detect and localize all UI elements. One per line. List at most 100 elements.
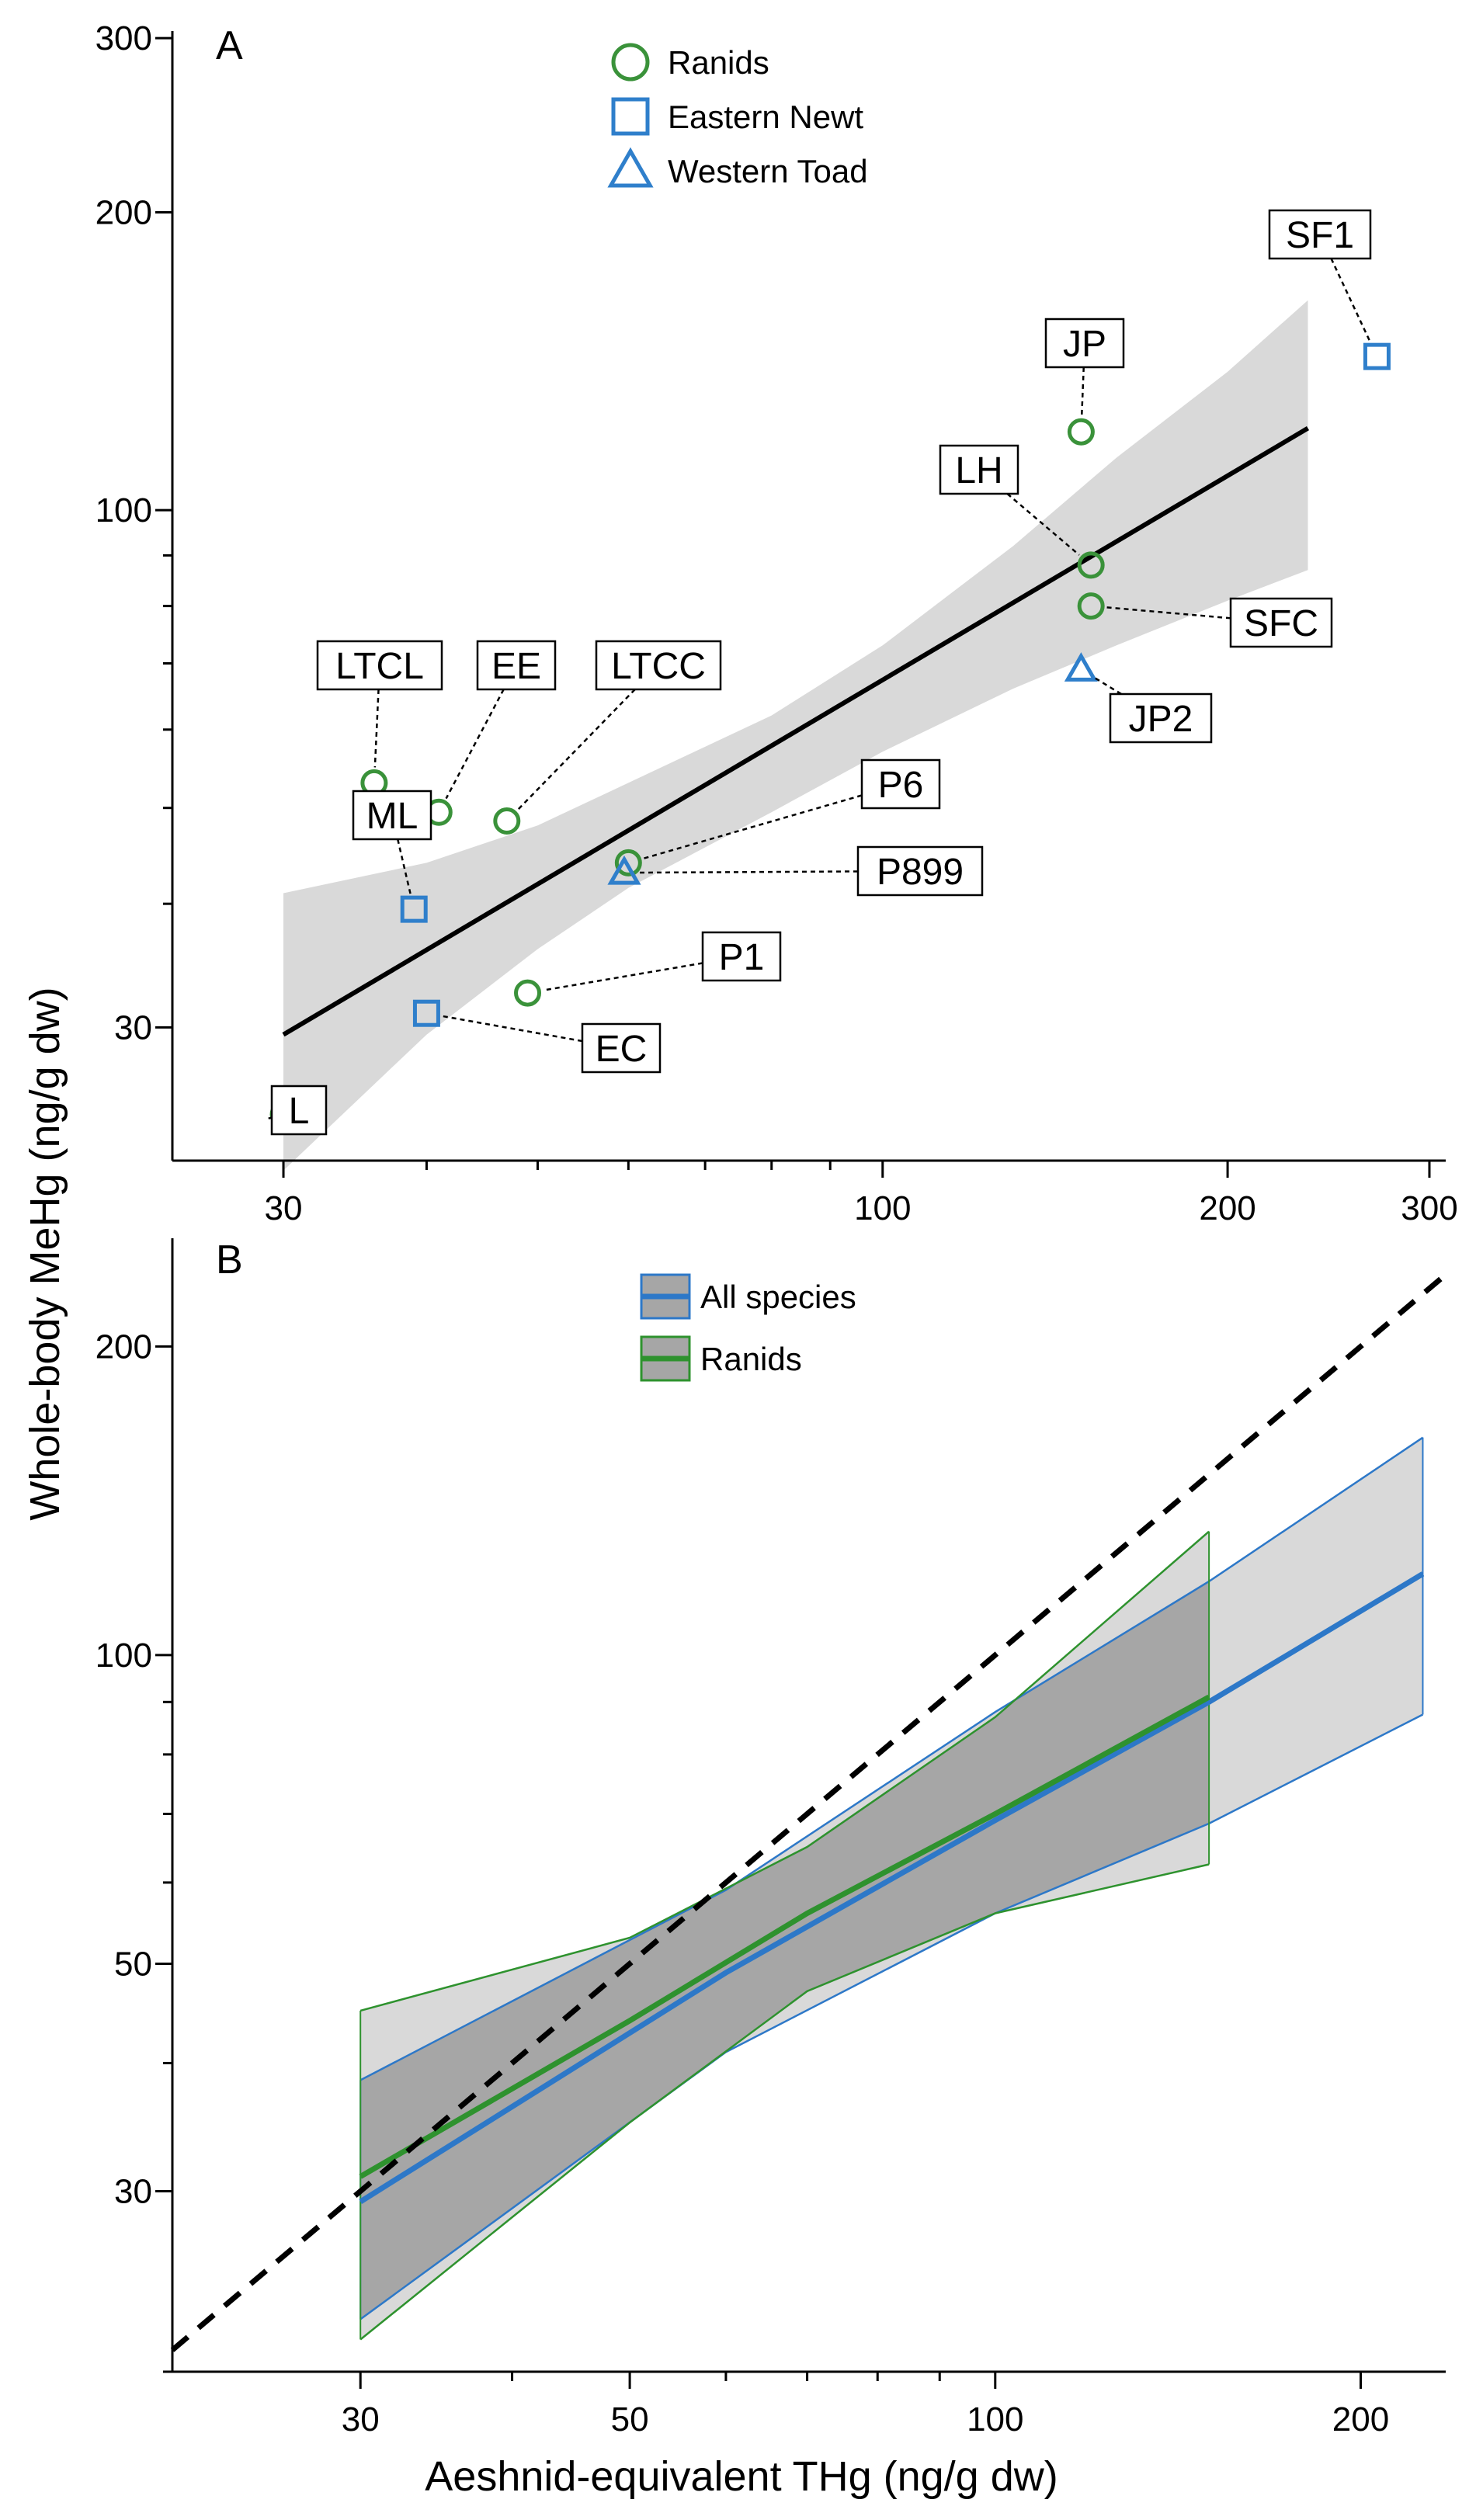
leader-line-ltcc xyxy=(516,689,636,811)
site-label-p1: P1 xyxy=(543,931,782,991)
site-label-ee: EE xyxy=(445,640,557,800)
site-label-jp: JP xyxy=(1044,318,1125,417)
leader-line-ec xyxy=(441,1015,583,1043)
data-point-sfc xyxy=(1077,592,1105,620)
site-label-sf1: SF1 xyxy=(1268,209,1372,343)
label-box-jp2 xyxy=(1109,692,1213,744)
label-text-ltcl: LTCL xyxy=(335,646,424,687)
panel-a-regression-line xyxy=(282,426,1310,1037)
panel-a-fit-line xyxy=(282,426,1310,1037)
all-species-upper-ci-line xyxy=(359,1436,1424,2081)
label-text-p899: P899 xyxy=(877,852,964,893)
site-label-ec: EC xyxy=(441,1015,662,1074)
label-text-ee: EE xyxy=(491,646,541,687)
legend-label: Western Toad xyxy=(668,153,868,189)
panel-a-x-tick-label: 100 xyxy=(854,1189,911,1227)
y-axis-title: Whole-body MeHg (ng/g dw) xyxy=(22,987,68,1520)
data-point-lh xyxy=(1077,551,1105,579)
leader-line-sfc xyxy=(1106,606,1231,620)
label-box-ltcc xyxy=(595,640,722,691)
label-box-ml xyxy=(352,790,432,841)
label-text-jp2: JP2 xyxy=(1129,699,1193,740)
leader-line-jp2 xyxy=(1093,676,1122,696)
leader-line-ltcl xyxy=(373,689,380,768)
leader-line-ml xyxy=(397,838,412,894)
label-box-ec xyxy=(581,1022,662,1074)
leader-line-p1 xyxy=(543,962,703,991)
leader-line-sf1 xyxy=(1330,258,1372,343)
site-label-ml: ML xyxy=(352,790,432,894)
label-box-ee xyxy=(476,640,557,691)
panel-a-y-tick-label: 30 xyxy=(114,1008,152,1047)
site-label-p899: P899 xyxy=(639,845,984,897)
ranids-upper-ci-line xyxy=(359,1530,1210,2012)
data-point-sf1 xyxy=(1363,342,1391,370)
label-box-lh xyxy=(939,444,1019,495)
panel-a: 30 100 200 300 30 100 200 300 L LTCL EE LTCC ML EC P1… xyxy=(96,19,1458,1227)
legend-marker-circle xyxy=(611,43,650,82)
panel-b-x-tick-label: 100 xyxy=(967,2400,1023,2438)
site-label-l: L xyxy=(268,1085,328,1136)
label-box-p899 xyxy=(856,845,984,897)
label-text-p6: P6 xyxy=(878,765,924,806)
leader-line-p6 xyxy=(643,794,863,860)
panel-b-y-tick-label: 100 xyxy=(96,1637,152,1675)
panel-a-site-labels: L LTCL EE LTCC ML EC P1 P6 P899 JP LH SFC JP2 SF1 xyxy=(268,209,1372,1136)
panel-b-y-tick-label: 50 xyxy=(114,1945,152,1983)
site-label-lh: LH xyxy=(939,444,1080,556)
label-text-ltcc: LTCC xyxy=(611,646,706,687)
label-text-ec: EC xyxy=(596,1029,648,1070)
site-label-ltcl: LTCL xyxy=(316,640,443,768)
panel-a-y-tick-label: 100 xyxy=(96,491,152,529)
panel-a-x-tick-label: 200 xyxy=(1199,1189,1255,1227)
panel-b-axes: 30 50 100 200 30 50 100 200 xyxy=(96,1238,1446,2438)
x-axis-title: Aeshnid-equivalent THg (ng/g dw) xyxy=(425,2453,1058,2500)
panel-b: 30 50 100 200 30 50 100 200 All species Ranids B xyxy=(96,1237,1448,2438)
panel-a-x-tick-label: 300 xyxy=(1401,1189,1457,1227)
data-point-ml xyxy=(400,895,428,923)
data-point-jp xyxy=(1067,418,1095,446)
panel-b-x-tick-label: 50 xyxy=(611,2400,649,2438)
panel-a-axes: 30 100 200 300 30 100 200 300 xyxy=(96,19,1458,1227)
panel-a-y-tick-label: 300 xyxy=(96,19,152,57)
label-text-sfc: SFC xyxy=(1244,603,1318,644)
label-text-lh: LH xyxy=(955,450,1002,491)
all-species-fit-line xyxy=(359,1571,1425,2204)
panel-b-letter: B xyxy=(216,1237,243,1283)
data-point-jp2 xyxy=(1064,652,1098,682)
data-point-p1 xyxy=(514,979,542,1007)
one-to-one-dashed-line xyxy=(170,1272,1448,2352)
leader-line-lh xyxy=(1006,493,1080,556)
legend-marker-square xyxy=(611,97,650,136)
label-box-l xyxy=(270,1085,328,1136)
leader-line-ee xyxy=(445,689,505,800)
label-box-sf1 xyxy=(1268,209,1372,260)
panel-a-y-tick-label: 200 xyxy=(96,194,152,232)
site-label-ltcc: LTCC xyxy=(516,640,722,811)
panel-a-ci-band xyxy=(283,300,1308,1171)
leader-line-jp xyxy=(1080,366,1085,417)
label-box-p6 xyxy=(860,758,941,810)
panel-a-letter: A xyxy=(216,23,243,68)
leader-line-p899 xyxy=(639,870,859,874)
label-text-sf1: SF1 xyxy=(1286,215,1354,256)
legend-marker-triangle xyxy=(607,147,654,188)
site-label-jp2: JP2 xyxy=(1093,676,1213,744)
label-text-jp: JP xyxy=(1063,324,1106,365)
panel-a-confidence-band xyxy=(283,300,1308,1171)
data-point-ltcc xyxy=(493,807,521,835)
panel-b-x-tick-label: 30 xyxy=(342,2400,380,2438)
panel-a-x-tick-label: 30 xyxy=(265,1189,303,1227)
ranids-lower-ci-line xyxy=(359,1863,1210,2341)
data-point-p6 xyxy=(614,849,642,876)
panel-b-ci-bands xyxy=(360,1437,1423,2340)
legend-label: Ranids xyxy=(700,1341,802,1377)
label-box-p1 xyxy=(701,931,782,982)
site-label-sfc: SFC xyxy=(1106,597,1333,648)
panel-b-y-tick-label: 30 xyxy=(114,2172,152,2210)
ranids-fit-line xyxy=(359,1694,1210,2179)
panel-b-legend: All species Ranids xyxy=(640,1273,856,1382)
label-box-ltcl xyxy=(316,640,443,691)
label-text-p1: P1 xyxy=(719,937,765,978)
label-text-l: L xyxy=(289,1091,310,1132)
